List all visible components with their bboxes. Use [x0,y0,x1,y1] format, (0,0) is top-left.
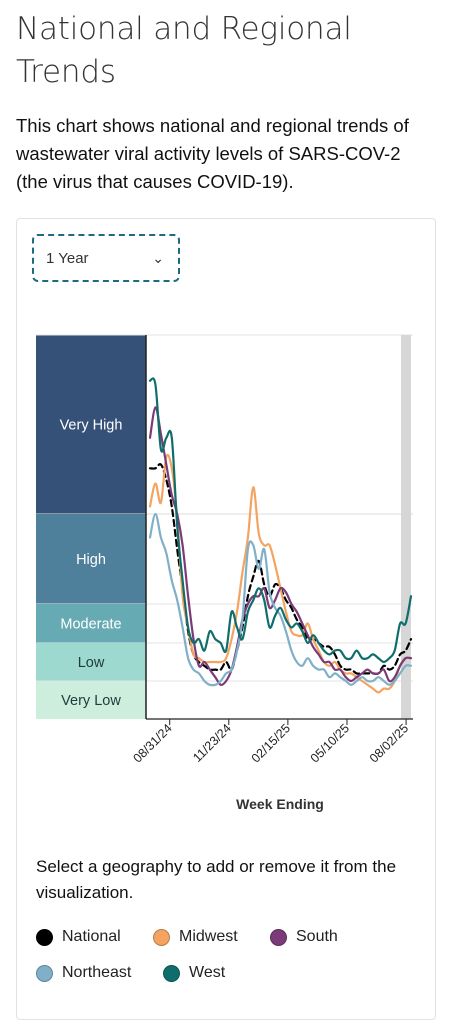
legend-swatch [270,928,287,946]
legend-label: South [296,928,338,945]
level-label: High [76,552,106,568]
level-band-low [36,643,146,681]
legend-label: West [189,964,226,981]
legend-label: National [62,928,121,945]
time-range-value: 1 Year [46,249,89,267]
legend-label: Northeast [62,964,132,981]
x-tick-label: 05/10/25 [308,721,352,765]
page-title: National and Regional Trends [16,11,352,90]
level-band-very-low [36,681,146,719]
time-range-select[interactable]: 1 Year ⌄ [32,234,180,282]
legend-item-west[interactable]: West [163,964,225,982]
x-tick-label: 11/23/24 [190,721,234,765]
x-tick-label: 08/02/25 [367,721,411,765]
level-label: Very High [60,418,123,434]
level-band-very-high [36,335,146,514]
legend-item-national[interactable]: National [36,928,121,946]
geography-prompt: Select a geography to add or remove it f… [36,857,397,902]
level-band-high [36,514,146,604]
legend-swatch [163,964,180,982]
legend-label: Midwest [179,928,238,945]
series-line-south [148,406,413,686]
series-line-northeast [148,512,413,687]
legend-item-midwest[interactable]: Midwest [153,928,238,946]
chart-description: This chart shows national and regional t… [16,115,409,192]
legend-swatch [36,964,53,982]
legend-swatch [153,928,170,946]
x-tick-label: 02/15/25 [249,721,293,765]
x-tick-label: 08/31/24 [131,721,175,765]
legend-swatch [36,928,53,946]
level-label: Moderate [60,617,121,633]
level-band-moderate [36,604,146,643]
legend-item-northeast[interactable]: Northeast [36,964,131,982]
wastewater-trend-chart: Very High High Moderate Low Very Low 08/31/24… [36,334,413,812]
x-axis-label: Week Ending [236,796,324,812]
incomplete-week-shade [401,335,411,719]
series-line-national [148,462,413,676]
level-label: Low [78,655,105,671]
legend-item-south[interactable]: South [270,928,338,946]
level-label: Very Low [61,693,121,709]
series-line-midwest [148,453,413,694]
series-line-west [148,377,413,664]
chevron-down-icon: ⌄ [152,250,164,266]
